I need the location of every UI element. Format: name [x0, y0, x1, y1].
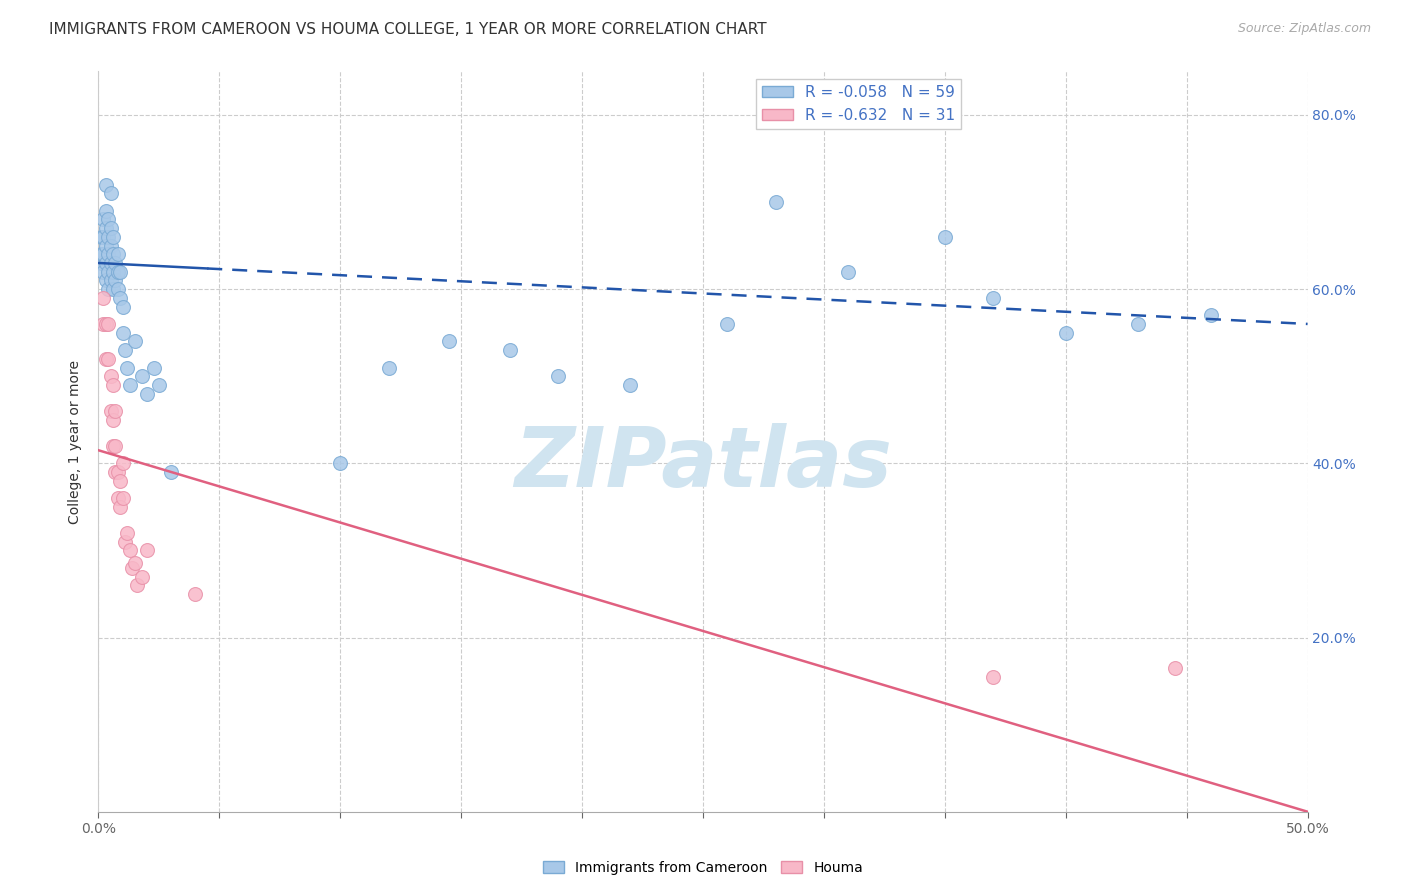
Point: [94, 178, 117, 192]
Point: [100, 404, 122, 418]
Point: [94, 203, 117, 218]
Legend: Immigrants from Cameroon, Houma: Immigrants from Cameroon, Houma: [537, 855, 869, 880]
Point: [111, 300, 134, 314]
Point: [135, 543, 157, 558]
Point: [91, 317, 114, 331]
Point: [135, 386, 157, 401]
Point: [90, 256, 112, 270]
Point: [97, 317, 120, 331]
Point: [97, 230, 120, 244]
Point: [107, 265, 129, 279]
Point: [765, 194, 787, 209]
Point: [91, 291, 114, 305]
Point: [94, 256, 117, 270]
Point: [97, 265, 120, 279]
Point: [184, 587, 207, 601]
Point: [107, 247, 129, 261]
Point: [91, 265, 114, 279]
Point: [117, 526, 139, 541]
Point: [97, 247, 120, 261]
Point: [101, 247, 124, 261]
Point: [101, 413, 124, 427]
Point: [121, 561, 143, 575]
Point: [104, 256, 127, 270]
Point: [94, 351, 117, 366]
Point: [90, 247, 112, 261]
Point: [124, 334, 146, 349]
Point: [837, 265, 859, 279]
Point: [498, 343, 520, 357]
Point: [101, 282, 124, 296]
Point: [619, 378, 641, 392]
Point: [111, 326, 134, 340]
Point: [94, 238, 117, 252]
Point: [437, 334, 460, 349]
Point: [101, 439, 124, 453]
Point: [97, 282, 120, 296]
Point: [104, 439, 127, 453]
Point: [108, 500, 131, 514]
Point: [127, 578, 149, 592]
Text: IMMIGRANTS FROM CAMEROON VS HOUMA COLLEGE, 1 YEAR OR MORE CORRELATION CHART: IMMIGRANTS FROM CAMEROON VS HOUMA COLLEG…: [49, 22, 766, 37]
Point: [100, 369, 122, 384]
Point: [90, 230, 112, 244]
Point: [1128, 317, 1150, 331]
Point: [329, 456, 352, 470]
Point: [97, 351, 120, 366]
Point: [97, 212, 120, 227]
Point: [1054, 326, 1077, 340]
Point: [107, 282, 129, 296]
Point: [111, 456, 134, 470]
Point: [934, 230, 956, 244]
Point: [131, 569, 153, 583]
Point: [124, 557, 146, 571]
Text: ZIPatlas: ZIPatlas: [515, 423, 891, 504]
Point: [1199, 308, 1222, 322]
Point: [131, 369, 153, 384]
Point: [100, 273, 122, 287]
Point: [1163, 661, 1185, 675]
Point: [91, 212, 114, 227]
Point: [160, 465, 183, 479]
Point: [94, 273, 117, 287]
Legend: R = -0.058   N = 59, R = -0.632   N = 31: R = -0.058 N = 59, R = -0.632 N = 31: [756, 79, 962, 128]
Point: [91, 247, 114, 261]
Point: [111, 491, 134, 505]
Point: [117, 360, 139, 375]
Point: [108, 265, 131, 279]
Point: [108, 474, 131, 488]
Point: [101, 378, 124, 392]
Point: [107, 491, 129, 505]
Point: [91, 230, 114, 244]
Point: [981, 291, 1004, 305]
Point: [104, 273, 127, 287]
Point: [100, 221, 122, 235]
Point: [114, 534, 136, 549]
Point: [547, 369, 569, 384]
Point: [94, 317, 117, 331]
Point: [104, 404, 127, 418]
Point: [114, 343, 136, 357]
Point: [100, 186, 122, 201]
Point: [716, 317, 738, 331]
Point: [118, 543, 141, 558]
Point: [108, 291, 131, 305]
Point: [104, 465, 127, 479]
Point: [981, 670, 1004, 684]
Point: [101, 230, 124, 244]
Text: Source: ZipAtlas.com: Source: ZipAtlas.com: [1237, 22, 1371, 36]
Y-axis label: College, 1 year or more: College, 1 year or more: [69, 359, 83, 524]
Point: [94, 221, 117, 235]
Point: [118, 378, 141, 392]
Point: [148, 378, 170, 392]
Point: [143, 360, 166, 375]
Point: [377, 360, 399, 375]
Point: [100, 238, 122, 252]
Point: [100, 256, 122, 270]
Point: [107, 465, 129, 479]
Point: [101, 265, 124, 279]
